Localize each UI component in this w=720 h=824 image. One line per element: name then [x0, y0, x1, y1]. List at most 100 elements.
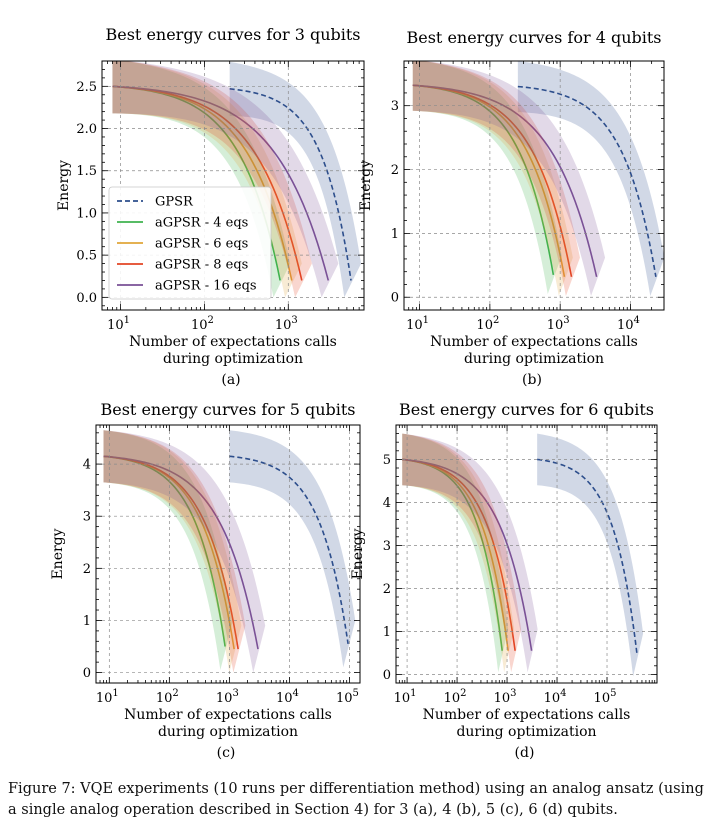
axes-frame [95, 424, 361, 684]
x-tick-label: 102 [476, 315, 499, 333]
x-tick-label: 101 [406, 315, 429, 333]
grid [396, 425, 657, 683]
series-line-gpsr [537, 458, 638, 656]
chart-title: Best energy curves for 4 qubits [406, 28, 661, 47]
y-tick-label: 5 [383, 453, 391, 468]
y-axis-label: Energy [56, 160, 72, 211]
series-line-gpsr [517, 85, 657, 277]
chart-title: Best energy curves for 6 qubits [399, 400, 654, 419]
y-tick-label: 2.5 [76, 80, 97, 95]
chart-title: Best energy curves for 3 qubits [105, 25, 360, 44]
band-agpsr-6-eqs [402, 433, 515, 673]
band-agpsr-16-eqs [103, 430, 266, 673]
y-tick-label: 1 [83, 614, 91, 629]
band-gpsr [229, 430, 356, 668]
x-tick-label: 105 [336, 688, 359, 706]
x-tick-label: 101 [96, 688, 119, 706]
y-tick-label: 3 [83, 510, 91, 525]
y-tick-label: 2 [383, 582, 391, 597]
chart-title: Best energy curves for 5 qubits [100, 400, 355, 419]
x-axis-label: Number of expectations calls during optim… [423, 707, 631, 740]
legend-label: GPSR [155, 195, 194, 210]
y-tick-label: 4 [83, 458, 91, 473]
x-tick-label: 101 [394, 688, 417, 706]
chart-panel-1: Best energy curves for 3 qubits 101 102 103… [56, 25, 365, 388]
x-tick-label: 104 [276, 688, 299, 706]
panel-label: (b) [522, 372, 542, 388]
panel-label: (d) [515, 745, 535, 761]
y-tick-label: 2 [391, 163, 399, 178]
band-agpsr-16-eqs [412, 61, 606, 296]
band-gpsr [537, 433, 644, 677]
band-agpsr-8-eqs [103, 430, 246, 673]
x-tick-label: 105 [594, 688, 617, 706]
x-tick-label: 104 [617, 315, 640, 333]
x-axis-label: Number of expectations calls during optim… [129, 334, 337, 367]
x-tick-label: 103 [494, 688, 517, 706]
ticks [101, 60, 365, 310]
band-gpsr [229, 61, 362, 298]
ticks [395, 424, 658, 684]
band-agpsr-4-eqs [112, 61, 291, 298]
x-tick-label: 103 [275, 315, 298, 333]
legend-label: aGPSR - 8 eqs [155, 258, 248, 273]
series-lines [402, 458, 638, 656]
y-tick-label: 3 [391, 99, 399, 114]
ticks [95, 425, 360, 684]
x-tick-label: 103 [547, 315, 570, 333]
y-tick-label: 0 [391, 291, 399, 306]
band-agpsr-16-eqs [112, 61, 339, 298]
band-agpsr-16-eqs [402, 433, 538, 673]
y-tick-label: 2.0 [76, 122, 97, 137]
series-lines [112, 85, 352, 281]
y-tick-label: 2 [83, 562, 91, 577]
grid [96, 425, 360, 683]
x-tick-label: 102 [444, 688, 467, 706]
plot-area [402, 433, 644, 677]
band-agpsr-6-eqs [412, 61, 573, 296]
x-tick-label: 101 [107, 315, 130, 333]
series-line-gpsr [229, 88, 352, 281]
y-tick-label: 4 [383, 496, 391, 511]
x-axis-label: Number of expectations calls during optim… [430, 334, 638, 367]
y-tick-label: 1.5 [76, 164, 97, 179]
axes-frame [403, 60, 665, 311]
x-tick-label: 102 [191, 315, 214, 333]
series-line-gpsr [229, 455, 349, 645]
band-agpsr-6-eqs [103, 430, 242, 673]
band-gpsr [517, 61, 664, 296]
series-lines [412, 84, 657, 277]
band-agpsr-6-eqs [112, 61, 302, 298]
y-tick-label: 1.0 [76, 206, 97, 221]
panel-label: (a) [221, 372, 240, 388]
y-tick-label: 3 [383, 539, 391, 554]
band-agpsr-8-eqs [112, 61, 312, 298]
series-line-agpsr-16-eqs [402, 458, 533, 651]
band-agpsr-8-eqs [412, 61, 580, 296]
figure-caption: Figure 7: VQE experiments (10 runs per d… [8, 781, 704, 818]
y-tick-label: 0.0 [76, 291, 97, 306]
band-agpsr-8-eqs [402, 433, 522, 673]
x-tick-label: 104 [544, 688, 567, 706]
band-agpsr-4-eqs [412, 61, 562, 295]
band-agpsr-4-eqs [402, 433, 509, 673]
axes-frame [101, 60, 365, 311]
plot-area [112, 61, 362, 298]
plot-area [103, 430, 356, 673]
series-line-agpsr-16-eqs [112, 85, 330, 281]
series-line-agpsr-16-eqs [103, 455, 259, 650]
legend-box [108, 186, 272, 300]
legend-label: aGPSR - 16 eqs [155, 279, 257, 294]
panel-label: (c) [217, 745, 236, 761]
y-tick-label: 0 [383, 668, 391, 683]
chart-panel-4: Best energy curves for 6 qubits 101 102 103… [350, 400, 658, 761]
y-tick-label: 1 [391, 227, 399, 242]
band-agpsr-4-eqs [103, 430, 233, 670]
y-axis-label: Energy [358, 160, 374, 211]
y-tick-label: 0.5 [76, 249, 97, 264]
ticks [403, 61, 665, 311]
plot-area [412, 61, 664, 296]
